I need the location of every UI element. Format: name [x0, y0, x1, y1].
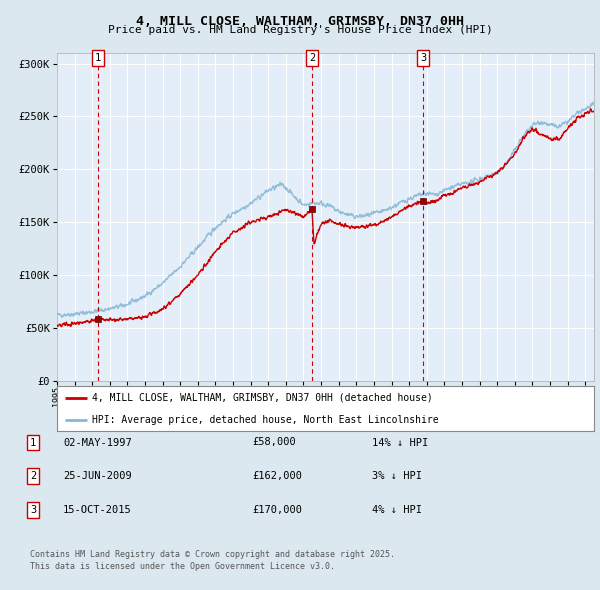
Text: £58,000: £58,000 [252, 438, 296, 447]
Text: Price paid vs. HM Land Registry's House Price Index (HPI): Price paid vs. HM Land Registry's House … [107, 25, 493, 35]
Text: 1: 1 [95, 53, 101, 63]
Text: 1: 1 [30, 438, 36, 447]
Text: 15-OCT-2015: 15-OCT-2015 [63, 505, 132, 514]
Text: 02-MAY-1997: 02-MAY-1997 [63, 438, 132, 447]
Text: This data is licensed under the Open Government Licence v3.0.: This data is licensed under the Open Gov… [30, 562, 335, 571]
Text: £162,000: £162,000 [252, 471, 302, 481]
Text: 3: 3 [420, 53, 426, 63]
Text: HPI: Average price, detached house, North East Lincolnshire: HPI: Average price, detached house, Nort… [92, 415, 439, 425]
Text: 25-JUN-2009: 25-JUN-2009 [63, 471, 132, 481]
Text: 4, MILL CLOSE, WALTHAM, GRIMSBY, DN37 0HH (detached house): 4, MILL CLOSE, WALTHAM, GRIMSBY, DN37 0H… [92, 392, 433, 402]
Text: 14% ↓ HPI: 14% ↓ HPI [372, 438, 428, 447]
Text: 4% ↓ HPI: 4% ↓ HPI [372, 505, 422, 514]
Text: 2: 2 [30, 471, 36, 481]
Text: Contains HM Land Registry data © Crown copyright and database right 2025.: Contains HM Land Registry data © Crown c… [30, 550, 395, 559]
Text: 3% ↓ HPI: 3% ↓ HPI [372, 471, 422, 481]
Text: 2: 2 [309, 53, 315, 63]
Text: 4, MILL CLOSE, WALTHAM, GRIMSBY, DN37 0HH: 4, MILL CLOSE, WALTHAM, GRIMSBY, DN37 0H… [136, 15, 464, 28]
Text: 3: 3 [30, 505, 36, 514]
Text: £170,000: £170,000 [252, 505, 302, 514]
